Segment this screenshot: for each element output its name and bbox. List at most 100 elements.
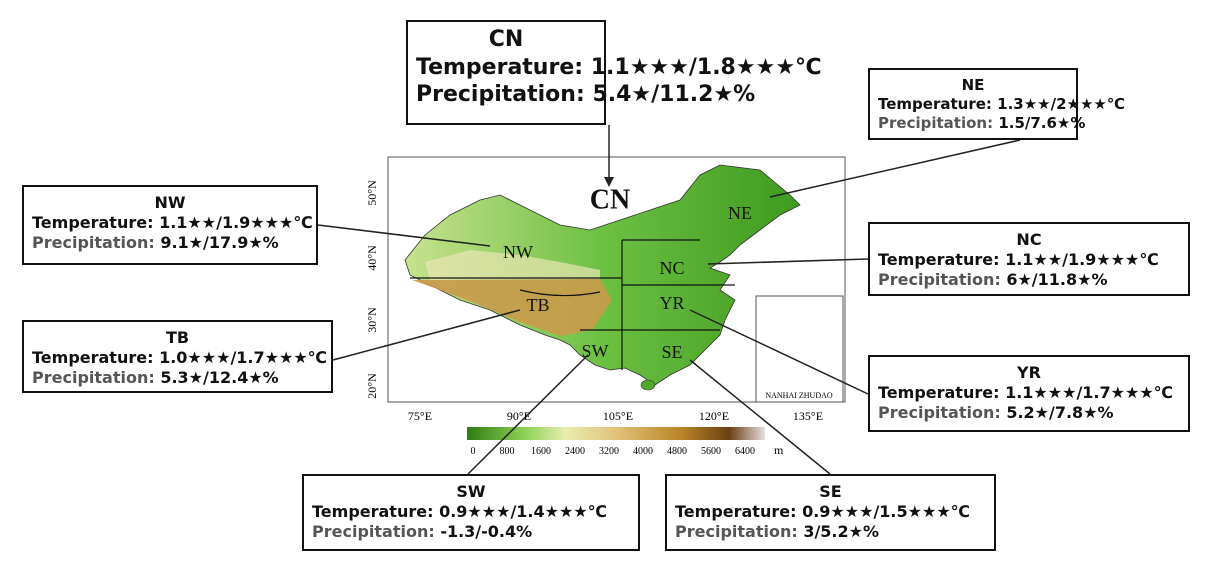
temperature-value: 1.1★★/1.9★★★℃	[159, 213, 313, 232]
region-box: NC Temperature: 1.1★★/1.9★★★℃ Precipitatio…	[868, 222, 1190, 296]
temperature-value: 1.1★★★/1.7★★★℃	[1005, 383, 1174, 402]
colorbar-label: 800	[500, 446, 515, 457]
region-label: SW	[582, 341, 609, 361]
region-borders	[410, 239, 735, 370]
arrows	[317, 125, 1021, 475]
colorbar-unit: m	[774, 443, 784, 457]
box-title: SE	[667, 482, 994, 502]
precipitation-label: Precipitation:	[32, 233, 155, 252]
box-title: NW	[24, 193, 316, 213]
region-name: SE	[819, 482, 842, 501]
region-name: CN	[488, 27, 524, 52]
temperature-line: Temperature: 1.1★★/1.9★★★℃	[24, 213, 316, 233]
region-label: NC	[659, 258, 684, 278]
precipitation-line: Precipitation: 5.4★/11.2★%	[408, 81, 755, 109]
temperature-label: Temperature:	[32, 348, 154, 367]
precipitation-label: Precipitation:	[416, 82, 585, 107]
lon-tick-label: 120°E	[699, 409, 729, 423]
precipitation-value: -1.3/-0.4%	[440, 522, 533, 541]
region-name: NC	[1016, 230, 1042, 249]
region-name: TB	[165, 328, 190, 347]
temperature-line: Temperature: 1.1★★/1.9★★★℃	[870, 250, 1188, 270]
temperature-line: Temperature: 1.3★★/2★★★℃	[870, 94, 1125, 114]
colorbar-label: 4800	[667, 446, 687, 457]
map-frame	[387, 156, 846, 403]
precipitation-line: Precipitation: 6★/11.8★%	[870, 270, 1188, 290]
box-title: TB	[24, 328, 331, 348]
plateau-terrain	[412, 279, 612, 336]
temperature-line: Temperature: 0.9★★★/1.4★★★℃	[304, 502, 638, 522]
hainan	[640, 379, 656, 391]
precipitation-label: Precipitation:	[878, 113, 994, 132]
box-title: NE	[870, 76, 1076, 95]
region-name: SW	[456, 482, 486, 501]
region-label: CN	[590, 184, 630, 215]
lat-tick-label: 20°N	[365, 373, 379, 399]
temperature-value: 0.9★★★/1.5★★★℃	[802, 502, 971, 521]
precipitation-value: 3/5.2★%	[803, 522, 880, 541]
temperature-value: 1.1★★★/1.8★★★℃	[590, 54, 822, 80]
box-title: SW	[304, 482, 638, 502]
colorbar-label: 2400	[565, 446, 585, 457]
box-title: YR	[870, 363, 1188, 383]
region-label: TB	[526, 295, 549, 315]
region-box: SE Temperature: 0.9★★★/1.5★★★℃ Precipitati…	[665, 474, 996, 551]
temperature-value: 1.1★★/1.9★★★℃	[1005, 250, 1159, 269]
precipitation-value: 1.5/7.6★%	[998, 113, 1086, 132]
precipitation-value: 5.3★/12.4★%	[160, 368, 279, 387]
temperature-line: Temperature: 1.1★★★/1.7★★★℃	[870, 383, 1188, 403]
precipitation-line: Precipitation: 3/5.2★%	[667, 522, 994, 542]
precipitation-label: Precipitation:	[675, 522, 798, 541]
box-title: CN	[408, 26, 604, 54]
precipitation-value: 5.2★/7.8★%	[1006, 403, 1114, 422]
temperature-line: Temperature: 1.1★★★/1.8★★★℃	[408, 54, 822, 82]
precipitation-label: Precipitation:	[32, 368, 155, 387]
region-name: NE	[961, 76, 985, 94]
region-box: NW Temperature: 1.1★★/1.9★★★℃ Precipitatio…	[22, 185, 318, 265]
region-label: YR	[659, 293, 684, 313]
precipitation-value: 9.1★/17.9★%	[160, 233, 279, 252]
precipitation-line: Precipitation: 1.5/7.6★%	[870, 113, 1085, 133]
temperature-line: Temperature: 1.0★★★/1.7★★★℃	[24, 348, 331, 368]
lon-tick-label: 105°E	[603, 409, 633, 423]
precipitation-line: Precipitation: -1.3/-0.4%	[304, 522, 638, 542]
temperature-label: Temperature:	[416, 54, 584, 80]
temperature-value: 1.0★★★/1.7★★★℃	[159, 348, 328, 367]
temperature-value: 0.9★★★/1.4★★★℃	[439, 502, 608, 521]
region-label: SE	[661, 342, 682, 362]
inset-frame	[755, 295, 844, 403]
region-box: TB Temperature: 1.0★★★/1.7★★★℃ Precipitati…	[22, 320, 333, 393]
lat-tick-label: 40°N	[365, 245, 379, 271]
precipitation-label: Precipitation:	[878, 403, 1001, 422]
region-label: NW	[503, 242, 533, 262]
colorbar-label: 1600	[531, 446, 551, 457]
region-box: YR Temperature: 1.1★★★/1.7★★★℃ Precipitati…	[868, 355, 1190, 432]
colorbar-label: 3200	[599, 446, 619, 457]
colorbar-label: 5600	[701, 446, 721, 457]
box-title: NC	[870, 230, 1188, 250]
lat-tick-label: 30°N	[365, 307, 379, 333]
temperature-label: Temperature:	[878, 383, 1000, 402]
region-name: NW	[154, 193, 186, 212]
lat-tick-label: 50°N	[365, 180, 379, 206]
temperature-line: Temperature: 0.9★★★/1.5★★★℃	[667, 502, 994, 522]
precipitation-line: Precipitation: 5.3★/12.4★%	[24, 368, 331, 388]
precipitation-line: Precipitation: 9.1★/17.9★%	[24, 233, 316, 253]
inset-label: NANHAI ZHUDAO	[765, 391, 833, 400]
temperature-label: Temperature:	[675, 502, 797, 521]
region-label: NE	[728, 203, 752, 223]
temperature-value: 1.3★★/2★★★℃	[997, 94, 1126, 113]
temperature-label: Temperature:	[32, 213, 154, 232]
precipitation-label: Precipitation:	[878, 270, 1001, 289]
temperature-label: Temperature:	[312, 502, 434, 521]
colorbar-label: 6400	[735, 446, 755, 457]
colorbar-label: 4000	[633, 446, 653, 457]
arrow-heads	[604, 177, 614, 187]
colorbar	[467, 427, 765, 440]
region-name: YR	[1017, 363, 1041, 382]
region-box: NE Temperature: 1.3★★/2★★★℃ Precipitation:…	[868, 68, 1125, 140]
precipitation-label: Precipitation:	[312, 522, 435, 541]
temperature-label: Temperature:	[878, 94, 992, 113]
